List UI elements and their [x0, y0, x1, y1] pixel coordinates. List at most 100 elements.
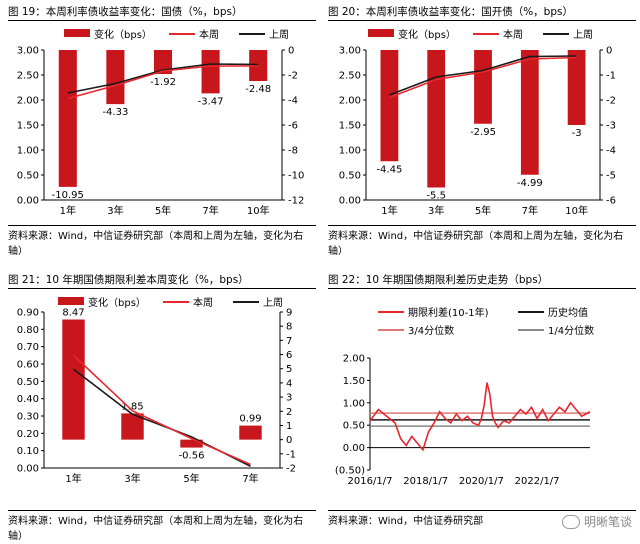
x-tick-label: 10年: [247, 204, 270, 217]
data-label: -0.56: [179, 451, 205, 462]
legend-label: 1/4分位数: [548, 324, 594, 337]
left-tick-label: 0.00: [17, 464, 39, 475]
left-tick-label: 0.90: [17, 308, 39, 319]
data-label: -4.99: [517, 178, 543, 189]
chart-22: 期限利差(10-1年) 历史均值 3/4分位数 1/4分位数 (0.50) 0.00 0.5…: [335, 306, 594, 487]
left-tick-label: 0.20: [17, 429, 39, 440]
right-tick-label: 3: [286, 393, 292, 404]
x-tick-label: 1年: [60, 204, 76, 217]
y-tick-label: 0.50: [343, 421, 365, 432]
bar: [249, 50, 268, 81]
right-tick-label: -4: [606, 146, 616, 157]
legend-swatch: [64, 29, 90, 37]
bar: [239, 425, 262, 440]
y-tick-label: (0.50): [335, 466, 365, 477]
legend-label: 变化（bps）: [88, 296, 146, 309]
bar: [520, 50, 539, 175]
chart-title: 图 22：10 年期国债期限利差历史走势（bps）: [328, 274, 549, 286]
data-label: 0.99: [239, 414, 261, 425]
left-tick-label: 0.50: [339, 171, 361, 182]
right-tick-label: 5: [286, 364, 292, 375]
bar: [180, 439, 203, 448]
x-tick-label: 7年: [242, 472, 258, 485]
x-tick-label: 2022/1/7: [515, 476, 560, 487]
legend-label: 上周: [263, 297, 283, 309]
chart-panel-19: 图 19：本周利率债收益率变化：国债（%，bps） 0.00 0.50 1.00 1.…: [8, 0, 316, 260]
right-tick-label: -6: [606, 196, 616, 207]
chart-panel-22: 图 22：10 年期国债期限利差历史走势（bps） 期限利差(10-1年) 历史均…: [328, 268, 636, 544]
chart-title: 图 19：本周利率债收益率变化：国债（%，bps）: [8, 6, 243, 18]
title-rule: [328, 288, 636, 289]
bar: [153, 50, 173, 74]
x-tick-label: 5年: [155, 204, 171, 217]
data-label: 1.85: [121, 401, 143, 412]
source-rule: [328, 225, 636, 226]
right-tick-label: 4: [286, 378, 292, 389]
bar: [62, 319, 85, 440]
right-tick-label: -3: [606, 121, 616, 132]
right-tick-label: -12: [288, 196, 304, 207]
left-tick-label: 0.50: [17, 171, 39, 182]
series-line: [369, 382, 591, 452]
left-tick-label: 2.00: [339, 96, 361, 107]
right-tick-label: -5: [606, 171, 616, 182]
data-label: -4.45: [376, 164, 402, 175]
legend-label: 变化（bps）: [398, 28, 456, 41]
bar: [106, 50, 125, 105]
bar: [121, 413, 144, 440]
right-tick-label: -8: [288, 146, 298, 157]
bar: [567, 50, 586, 125]
x-tick-label: 3年: [428, 204, 444, 217]
left-tick-label: 0.60: [17, 360, 39, 371]
legend-label: 本周: [199, 28, 219, 41]
data-label: -2.48: [245, 84, 271, 95]
right-tick-label: 0: [606, 46, 612, 57]
left-tick-label: 0.50: [17, 377, 39, 388]
legend-label: 上周: [269, 29, 289, 41]
chart-source: 资料来源：Wind，中信证券研究部（本周和上周为左轴，变化为右轴）: [8, 231, 304, 257]
x-tick-label: 2018/1/7: [403, 476, 448, 487]
left-tick-label: 0.00: [17, 196, 39, 207]
right-tick-label: -1: [286, 449, 296, 460]
data-label: -2.95: [470, 127, 496, 138]
title-rule: [328, 20, 636, 21]
left-tick-label: 1.50: [339, 121, 361, 132]
wechat-logo-icon: [561, 514, 580, 529]
legend-label: 期限利差(10-1年): [408, 306, 489, 319]
title-rule: [8, 20, 316, 21]
right-tick-label: -4: [288, 96, 298, 107]
chart-20: 0.00 0.50 1.00 1.50 2.00 2.50 3.00 -6 -5 -4 -3 -2 -1…: [339, 28, 616, 217]
data-label: -5.5: [426, 191, 446, 202]
series-line: [67, 63, 259, 94]
left-tick-label: 0.70: [17, 342, 39, 353]
data-label: -3.47: [198, 96, 224, 107]
x-tick-label: 7年: [522, 204, 538, 217]
legend-label: 本周: [193, 296, 213, 309]
left-tick-label: 0.40: [17, 394, 39, 405]
series-line: [389, 55, 577, 96]
right-tick-label: -2: [606, 96, 616, 107]
left-tick-label: 3.00: [17, 46, 39, 57]
legend-swatch: [58, 297, 84, 305]
right-tick-label: -10: [288, 171, 304, 182]
right-tick-label: 6: [286, 350, 292, 361]
bar: [427, 50, 446, 188]
watermark: 明晰笔谈: [561, 513, 632, 530]
left-tick-label: 1.00: [17, 146, 39, 157]
x-tick-label: 3年: [107, 204, 123, 217]
watermark-text: 明晰笔谈: [583, 515, 632, 529]
title-rule: [8, 288, 316, 289]
chart-panel-20: 图 20：本周利率债收益率变化：国开债（%，bps） 0.00 0.50 1.00 1…: [328, 0, 636, 260]
series-line: [67, 65, 259, 100]
chart-19: 0.00 0.50 1.00 1.50 2.00 2.50 3.00 -12 -10 -8 -6 -4…: [17, 28, 305, 217]
data-label: -1.92: [150, 77, 176, 88]
x-tick-label: 5年: [475, 204, 491, 217]
data-label: -10.95: [52, 190, 84, 201]
left-tick-label: 3.00: [339, 46, 361, 57]
chart-source: 资料来源：Wind，中信证券研究部: [328, 516, 484, 527]
data-label: 8.47: [62, 308, 84, 319]
series-line: [73, 368, 251, 467]
bar: [201, 50, 220, 94]
left-tick-label: 2.00: [17, 96, 39, 107]
legend-swatch: [368, 29, 394, 37]
